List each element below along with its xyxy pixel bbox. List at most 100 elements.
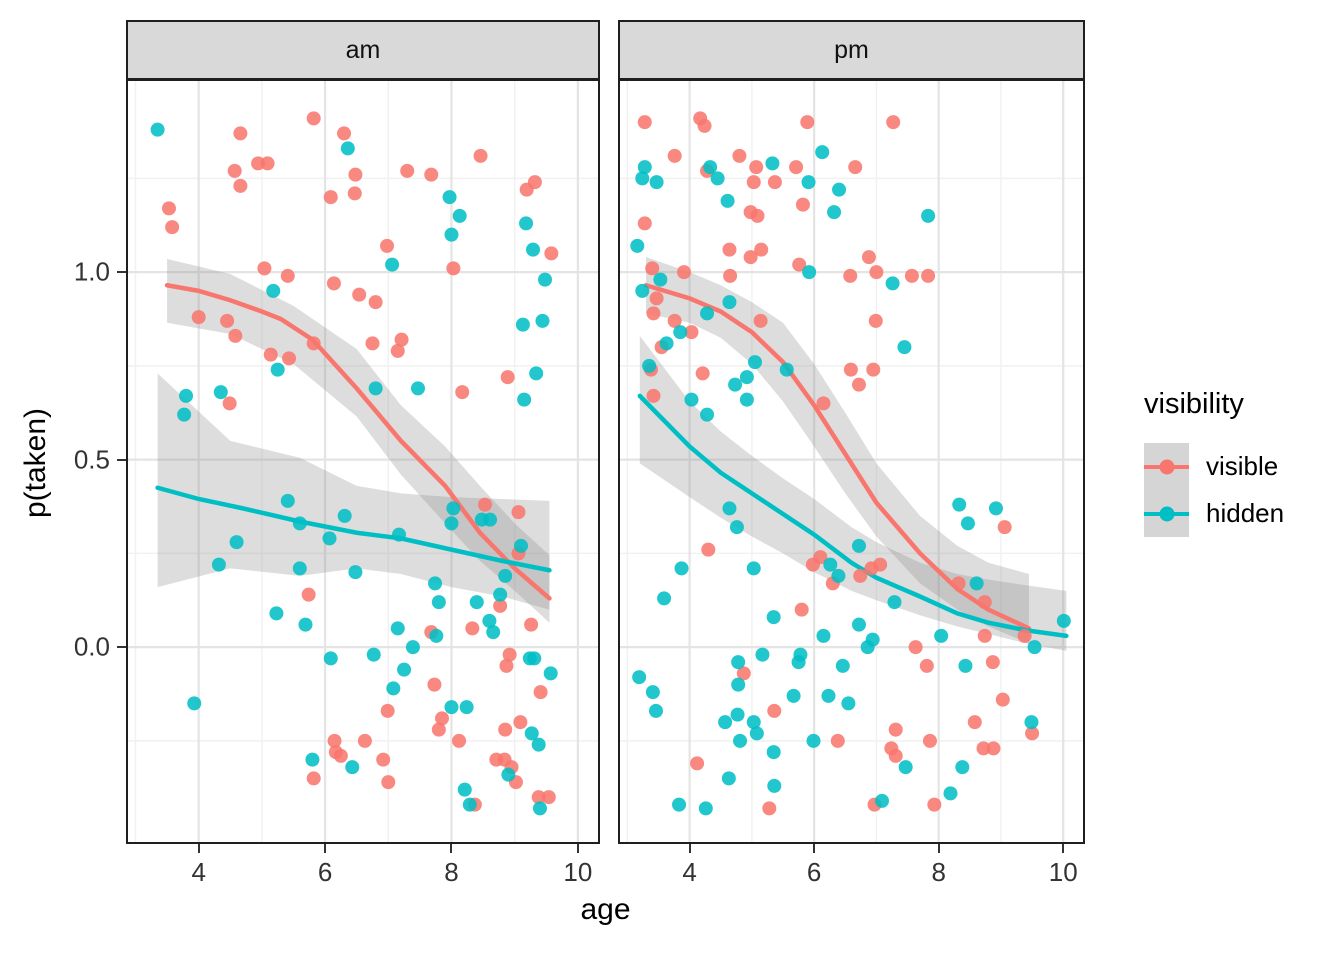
data-point-visible: [749, 160, 764, 175]
data-point-hidden: [270, 362, 285, 377]
data-point-hidden: [733, 733, 748, 748]
x-tick-mark: [1062, 844, 1065, 853]
data-point-visible: [732, 148, 747, 163]
data-point-hidden: [444, 227, 459, 242]
facet-strip-am-label: am: [345, 35, 381, 64]
data-point-hidden: [934, 628, 949, 643]
facet-strip-pm: pm: [618, 20, 1085, 80]
data-point-hidden: [1027, 640, 1042, 655]
data-point-visible: [380, 703, 395, 718]
data-point-hidden: [517, 392, 532, 407]
data-point-hidden: [543, 666, 558, 681]
data-point-visible: [667, 313, 682, 328]
data-point-visible: [511, 505, 526, 520]
data-point-visible: [794, 602, 809, 617]
data-point-visible: [866, 362, 881, 377]
legend-key-visible-icon: [1144, 443, 1189, 490]
data-point-hidden: [720, 193, 735, 208]
data-point-visible: [723, 268, 738, 283]
data-point-hidden: [397, 662, 412, 677]
data-point-visible: [394, 332, 409, 347]
panel-border: [126, 79, 600, 844]
data-point-hidden: [444, 700, 459, 715]
data-point-hidden: [535, 313, 550, 328]
data-point-hidden: [298, 617, 313, 632]
data-point-visible: [976, 741, 991, 756]
data-point-hidden: [213, 385, 228, 400]
plot-panel-am: [126, 79, 600, 844]
data-point-hidden: [793, 647, 808, 662]
data-point-visible: [533, 685, 548, 700]
data-point-hidden: [292, 561, 307, 576]
data-point-visible: [922, 733, 937, 748]
data-point-visible: [851, 377, 866, 392]
data-point-hidden: [368, 381, 383, 396]
data-point-visible: [977, 595, 992, 610]
x-tick-label: 10: [563, 857, 593, 887]
data-point-visible: [228, 328, 243, 343]
data-point-hidden: [684, 392, 699, 407]
data-point-visible: [499, 658, 514, 673]
x-axis-title: age: [580, 893, 631, 926]
data-point-hidden: [767, 778, 782, 793]
data-point-hidden: [710, 171, 725, 186]
data-point-visible: [690, 756, 705, 771]
data-point-hidden: [390, 621, 405, 636]
data-point-hidden: [698, 801, 713, 816]
data-point-visible: [795, 197, 810, 212]
data-point-visible: [337, 126, 352, 141]
data-point-visible: [513, 715, 528, 730]
data-point-hidden: [635, 283, 650, 298]
data-point-hidden: [885, 276, 900, 291]
data-point-hidden: [526, 242, 541, 257]
data-point-hidden: [386, 681, 401, 696]
data-point-hidden: [730, 707, 745, 722]
data-point-visible: [951, 576, 966, 591]
data-point-hidden: [459, 700, 474, 715]
data-point-hidden: [266, 283, 281, 298]
data-point-hidden: [960, 516, 975, 531]
data-point-hidden: [832, 182, 847, 197]
data-point-hidden: [486, 625, 501, 640]
data-point-hidden: [482, 613, 497, 628]
data-point-visible: [502, 647, 517, 662]
data-point-hidden: [345, 760, 360, 775]
data-point-visible: [380, 238, 395, 253]
data-point-visible: [888, 748, 903, 763]
data-point-visible: [816, 396, 831, 411]
data-point-hidden: [766, 610, 781, 625]
data-point-hidden: [211, 557, 226, 572]
x-tick-mark: [688, 844, 691, 853]
data-point-hidden: [524, 726, 539, 741]
data-point-hidden: [179, 388, 194, 403]
data-point-hidden: [645, 685, 660, 700]
data-point-visible: [381, 775, 396, 790]
facet-strip-am: am: [126, 20, 600, 80]
data-point-hidden: [444, 516, 459, 531]
data-point-hidden: [452, 208, 467, 223]
data-point-hidden: [700, 306, 715, 321]
data-point-hidden: [637, 160, 652, 175]
data-point-hidden: [887, 595, 902, 610]
smooth-line-visible: [164, 283, 552, 601]
data-point-hidden: [875, 793, 890, 808]
data-point-visible: [233, 178, 248, 193]
data-point-visible: [767, 175, 782, 190]
data-point-hidden: [958, 658, 973, 673]
legend-entry-visible: visible: [1144, 443, 1284, 490]
data-point-visible: [697, 118, 712, 133]
data-point-hidden: [659, 336, 674, 351]
data-point-hidden: [493, 587, 508, 602]
data-point-visible: [995, 692, 1010, 707]
data-point-hidden: [150, 122, 165, 137]
data-point-hidden: [410, 381, 425, 396]
data-point-hidden: [642, 358, 657, 373]
x-tick-label: 6: [317, 857, 333, 887]
plot-panel-pm: [618, 79, 1085, 844]
data-point-hidden: [841, 696, 856, 711]
data-point-hidden: [269, 606, 284, 621]
data-point-visible: [646, 306, 661, 321]
data-point-visible: [701, 542, 716, 557]
y-tick-label: 0.5: [73, 444, 110, 475]
